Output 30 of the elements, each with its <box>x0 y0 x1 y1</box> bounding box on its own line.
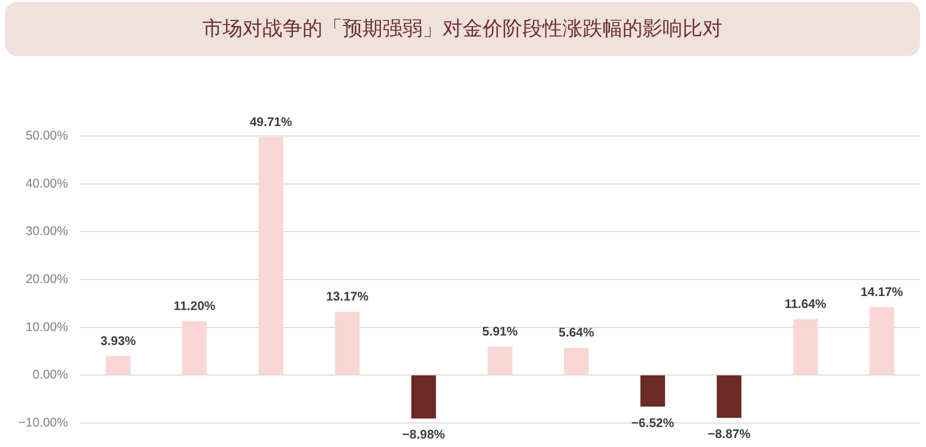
bar <box>564 348 589 375</box>
y-tick-label: 40.00% <box>26 176 68 190</box>
chart-title: 市场对战争的「预期强弱」对金价阶段性涨跌幅的影响比对 <box>5 2 920 56</box>
y-tick-label: 0.00% <box>32 368 68 382</box>
bar <box>488 346 512 375</box>
data-label: 5.64% <box>558 326 594 340</box>
y-tick-label: 20.00% <box>26 272 68 286</box>
data-label: −6.52% <box>631 416 674 430</box>
data-label: 13.17% <box>326 290 368 304</box>
y-tick-label: −10.00% <box>18 415 68 430</box>
data-label: 14.17% <box>860 284 904 299</box>
data-label: −8.87% <box>708 427 750 442</box>
y-tick-label: 30.00% <box>26 224 68 238</box>
data-label: −8.98% <box>402 428 446 442</box>
bar <box>793 319 818 375</box>
y-tick-label: 10.00% <box>26 320 68 334</box>
bar <box>869 307 894 375</box>
bar <box>640 375 666 407</box>
bar <box>106 356 131 375</box>
bar <box>716 375 742 418</box>
bar <box>334 312 360 375</box>
bar <box>182 321 207 375</box>
data-label: 3.93% <box>100 334 136 348</box>
data-label: 49.71% <box>250 114 292 129</box>
y-tick-label: 50.00% <box>26 128 68 142</box>
data-label: 11.64% <box>784 296 826 311</box>
bar <box>258 137 284 375</box>
data-label: 11.20% <box>174 299 216 314</box>
data-label: 5.91% <box>482 324 518 338</box>
bar <box>411 375 436 418</box>
